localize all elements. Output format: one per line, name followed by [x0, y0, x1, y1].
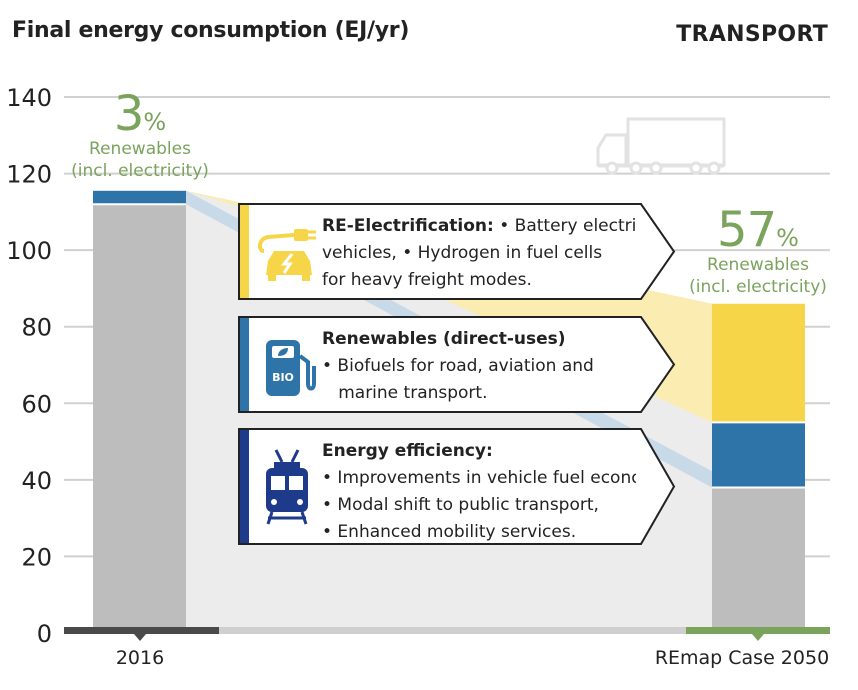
y-tick-label: 80	[21, 314, 52, 342]
box-heading: RE-Electrification:	[322, 216, 494, 236]
chart-title: Final energy consumption (EJ/yr)	[12, 18, 410, 43]
bars	[93, 190, 805, 633]
electrification-box: RE-Electrification: • Battery electric v…	[238, 203, 676, 300]
x-axis: 2016 REmap Case 2050	[64, 627, 830, 669]
box-stripe	[240, 318, 249, 411]
biofuel-pump-icon: BIO	[254, 336, 320, 402]
box-line: marine transport.	[322, 383, 488, 403]
box-line: • Improvements in vehicle fuel economy,	[322, 468, 674, 488]
y-tick-label: 0	[37, 620, 52, 648]
truck-icon	[596, 117, 726, 175]
box-line: • Biofuels for road, aviation and	[322, 356, 594, 376]
share-unit: %	[143, 108, 167, 136]
x-axis-marker	[752, 634, 764, 641]
tram-icon	[254, 448, 320, 532]
electric-car-plug-icon	[254, 221, 320, 287]
share-label: Renewables	[89, 139, 191, 159]
box-arrow	[636, 203, 676, 300]
share-label: Renewables	[707, 255, 809, 275]
y-tick-label: 60	[21, 390, 52, 418]
efficiency-box: Energy efficiency: • Improvements in veh…	[238, 428, 676, 545]
box-line: • Modal shift to public transport,	[322, 495, 599, 515]
renewable-share-2016: 3% Renewables (incl. electricity)	[60, 90, 220, 182]
bar-segment-bio	[93, 190, 186, 205]
y-tick-label: 140	[6, 84, 52, 112]
box-line: vehicles, • Hydrogen in fuel cells	[322, 243, 603, 263]
x-tick-label: 2016	[116, 647, 164, 669]
box-text: Renewables (direct-uses) • Biofuels for …	[322, 326, 666, 407]
x-axis-band	[64, 627, 830, 634]
box-stripe	[240, 205, 249, 298]
box-line: • Enhanced mobility services.	[322, 522, 577, 542]
share-label: (incl. electricity)	[71, 161, 209, 181]
box-text: Energy efficiency: • Improvements in veh…	[322, 438, 674, 546]
sector-label: TRANSPORT	[676, 22, 828, 47]
box-arrow	[636, 428, 676, 545]
share-value: 57	[717, 202, 777, 258]
box-line: • Battery electric	[493, 216, 646, 236]
share-unit: %	[776, 224, 799, 252]
x-axis-marker	[134, 634, 146, 641]
renewables-box: BIO Renewables (direct-uses) • Biofuels …	[238, 316, 676, 413]
share-label: (incl. electricity)	[689, 277, 827, 297]
y-tick-label: 120	[6, 161, 52, 189]
box-arrow	[636, 316, 676, 413]
y-axis-ticks: 0 20 40 60 80 100 120 140	[6, 84, 52, 648]
bar-segment-base	[93, 204, 186, 633]
x-tick-label: REmap Case 2050	[655, 647, 829, 669]
box-stripe	[240, 430, 249, 543]
bar-segment-electrification	[712, 303, 805, 423]
box-heading: Energy efficiency:	[322, 441, 493, 461]
bar-segment-base	[712, 487, 805, 633]
renewable-share-2050: 57% Renewables (incl. electricity)	[678, 206, 838, 298]
box-heading: Renewables (direct-uses)	[322, 329, 566, 349]
box-line: for heavy freight modes.	[322, 270, 532, 290]
pump-label: BIO	[272, 371, 294, 384]
y-tick-label: 40	[21, 467, 52, 495]
share-value: 3	[113, 86, 145, 142]
x-axis-band-2016	[64, 627, 219, 634]
bar-segment-bio	[712, 422, 805, 488]
box-text: RE-Electrification: • Battery electric v…	[322, 213, 666, 294]
electrification-flow	[186, 190, 712, 423]
x-axis-band-2050	[686, 627, 830, 634]
y-tick-label: 100	[6, 237, 52, 265]
y-tick-label: 20	[21, 543, 52, 571]
